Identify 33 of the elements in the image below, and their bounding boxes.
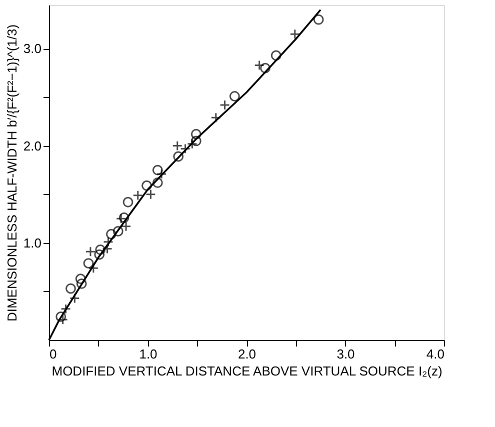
point [142,180,152,191]
point [260,62,270,74]
point [106,228,116,240]
x-tick-label: 1.0 [139,346,158,362]
point [132,190,144,201]
point [173,151,184,162]
point [83,258,94,269]
y-tick-label: 3.0 [23,41,42,56]
point [75,274,86,284]
point [94,249,105,260]
point [66,283,76,294]
x-axis-title: MODIFIED VERTICAL DISTANCE ABOVE VIRTUAL SOURCE I₂(z) [52,364,442,378]
point [290,28,300,40]
point [76,278,87,289]
y-tick-label: 1.0 [23,235,42,250]
point [85,246,96,257]
point [270,50,282,61]
point [118,212,130,223]
point [145,189,156,200]
point [190,128,202,140]
y-axis-title: DIMENSIONLESS HALF-WIDTH b′/{F²(F²−1)}^(1/3) [4,24,20,322]
point [229,91,240,102]
point [152,164,163,176]
x-tick-label: 4.0 [426,346,444,362]
point [313,14,324,25]
point [190,136,202,146]
x-tick-label: 2.0 [238,346,256,362]
y-tick-label: 2.0 [23,138,42,154]
point [122,196,134,208]
point [152,177,163,188]
x-tick-label: 0 [50,346,57,362]
x-tick-label: 3.0 [336,346,355,362]
point [220,100,230,110]
